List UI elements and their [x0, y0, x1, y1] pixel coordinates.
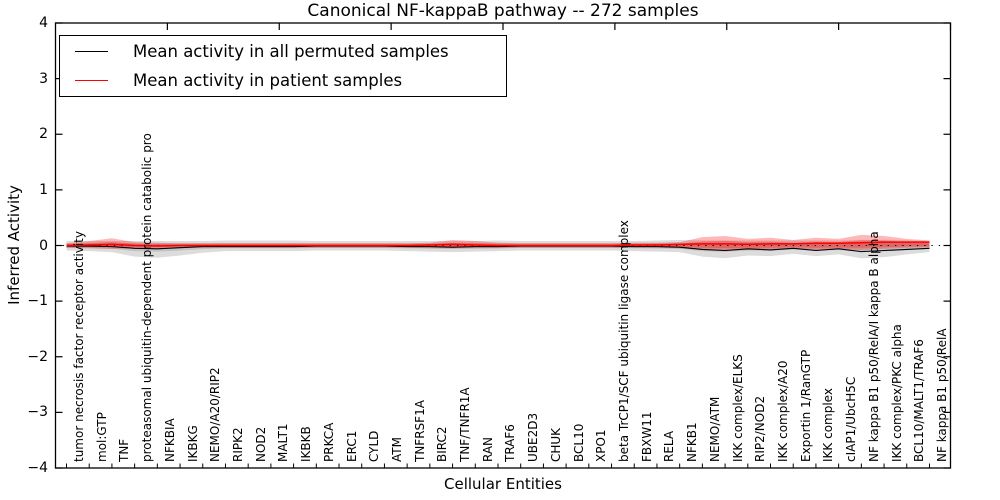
chart-title: Canonical NF-kappaB pathway -- 272 sampl… — [307, 1, 699, 21]
x-tick-label: NOD2 — [253, 426, 268, 462]
x-tick-label: BCL10 — [571, 423, 586, 462]
x-tick-label: IKK complex — [821, 388, 836, 462]
x-tick-label: tumor necrosis factor receptor activity — [72, 231, 86, 462]
x-tick-label: IKK complex/ELKS — [730, 354, 745, 462]
legend-label-patient: Mean activity in patient samples — [133, 71, 403, 90]
y-tick-label: 1 — [39, 181, 48, 198]
x-tick-label: TNFRSF1A — [412, 400, 427, 462]
x-tick-label: CYLD — [367, 430, 382, 462]
x-tick-label: NEMO/ATM — [707, 396, 722, 462]
x-tick-label: mol:GTP — [94, 412, 109, 462]
x-tick-label: ATM — [389, 437, 404, 462]
y-tick-label: 3 — [39, 70, 48, 87]
legend-item-permuted: Mean activity in all permuted samples — [60, 37, 506, 66]
y-tick-label: −1 — [27, 293, 48, 310]
x-tick-label: PRKCA — [321, 422, 336, 462]
y-tick-label: 2 — [39, 126, 48, 143]
x-tick-label: NFKBIA — [162, 418, 177, 462]
legend: Mean activity in all permuted samples Me… — [59, 35, 507, 97]
y-tick-label: −4 — [27, 460, 48, 476]
x-tick-label: IKBKG — [185, 425, 200, 462]
y-tick-label: 0 — [39, 237, 48, 254]
y-tick-label: −2 — [27, 348, 48, 365]
x-tick-label: Exportin 1/RanGTP — [798, 349, 813, 462]
x-tick-label: XPO1 — [594, 429, 609, 462]
x-tick-label: ERC1 — [344, 430, 359, 462]
x-tick-label: TNF/TNFR1A — [458, 387, 473, 462]
x-tick-label: RIP2/NOD2 — [753, 395, 768, 462]
x-tick-label: UBE2D3 — [526, 412, 541, 462]
x-tick-label: BCL10/MALT1/TRAF6 — [912, 339, 927, 462]
x-tick-label: NF kappa B1 p50/RelA/I kappa B alpha — [866, 231, 881, 462]
x-tick-label: IKK complex/PKC alpha — [889, 324, 904, 462]
x-tick-label: BIRC2 — [435, 426, 450, 462]
x-tick-label: IKBKB — [299, 426, 314, 462]
y-tick-label: −3 — [27, 404, 48, 421]
legend-item-patient: Mean activity in patient samples — [60, 66, 506, 95]
permuted-line-sample-icon — [75, 51, 108, 52]
y-tick-label: 4 — [39, 15, 48, 31]
legend-label-permuted: Mean activity in all permuted samples — [133, 42, 449, 61]
x-tick-label: RAN — [480, 436, 495, 462]
x-tick-label: beta TrCP1/SCF ubiquitin ligase complex — [617, 220, 632, 462]
patient-line-sample-icon — [75, 80, 108, 81]
x-tick-label: MALT1 — [276, 423, 291, 462]
x-tick-label: cIAP1/UbcH5C — [844, 376, 859, 462]
x-tick-label: NEMO/A20/RIP2 — [208, 367, 223, 462]
x-tick-label: proteasomal ubiquitin-dependent protein … — [140, 133, 155, 462]
x-tick-label: CHUK — [548, 427, 563, 462]
x-tick-label: TRAF6 — [503, 424, 518, 462]
x-tick-label: IKK complex/A20 — [776, 360, 790, 462]
x-axis-label: Cellular Entities — [444, 475, 562, 493]
x-tick-label: TNF — [117, 438, 132, 462]
x-tick-label: RIPK2 — [230, 427, 245, 462]
x-tick-label: FBXW11 — [639, 411, 654, 463]
x-tick-label: NF kappa B1 p50/RelA — [934, 328, 949, 462]
x-tick-label: RELA — [662, 430, 677, 462]
x-tick-label: NFKB1 — [685, 422, 700, 462]
